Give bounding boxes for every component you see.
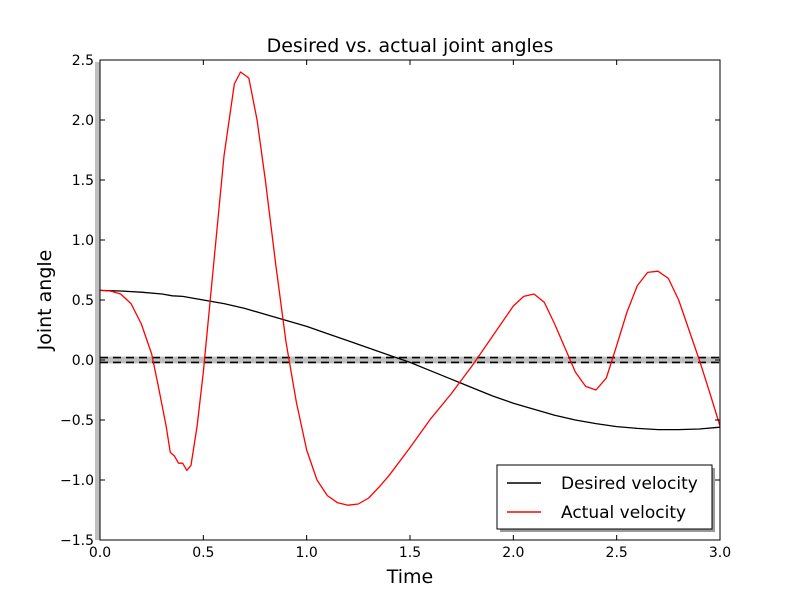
x-tick-label-3: 1.5 — [399, 545, 421, 561]
x-tick-label-0: 0.0 — [89, 545, 111, 561]
y-tick-label-3: 0.0 — [72, 353, 94, 369]
y-tick-label-6: 1.5 — [72, 173, 94, 189]
y-tick-label-1: −1.0 — [60, 473, 94, 489]
y-tick-label-4: 0.5 — [72, 293, 94, 309]
zero-band — [100, 356, 720, 364]
x-axis-label: Time — [386, 566, 434, 588]
chart-title: Desired vs. actual joint angles — [267, 35, 554, 57]
series-line-0 — [100, 289, 720, 431]
x-tick-label-2: 1.0 — [296, 545, 318, 561]
tick-layer: 0.0 0.5 1.0 1.5 2.0 2.5 3.0 −1.5 −1.0 −0.5 0.0 0.5 1… — [60, 53, 731, 561]
y-axis-label: Joint angle — [34, 250, 56, 352]
y-tick-label-8: 2.5 — [72, 53, 94, 69]
y-tick-label-7: 2.0 — [72, 113, 94, 129]
y-tick-label-5: 1.0 — [72, 233, 94, 249]
legend-label-1: Actual velocity — [561, 503, 686, 523]
x-tick-label-1: 0.5 — [192, 545, 214, 561]
legend-box — [496, 464, 713, 530]
band-layer — [95, 62, 720, 540]
series-line-1 — [100, 71, 720, 506]
y-tick-label-2: −0.5 — [60, 413, 94, 429]
y-tick-label-0: −1.5 — [60, 533, 94, 549]
series-layer — [100, 71, 720, 506]
left-shadow-strip — [95, 62, 100, 540]
legend-label-0: Desired velocity — [561, 474, 698, 494]
x-tick-label-5: 2.5 — [606, 545, 628, 561]
x-tick-label-6: 3.0 — [709, 545, 731, 561]
x-tick-label-4: 2.0 — [502, 545, 524, 561]
legend: Desired velocity Actual velocity — [496, 464, 715, 532]
